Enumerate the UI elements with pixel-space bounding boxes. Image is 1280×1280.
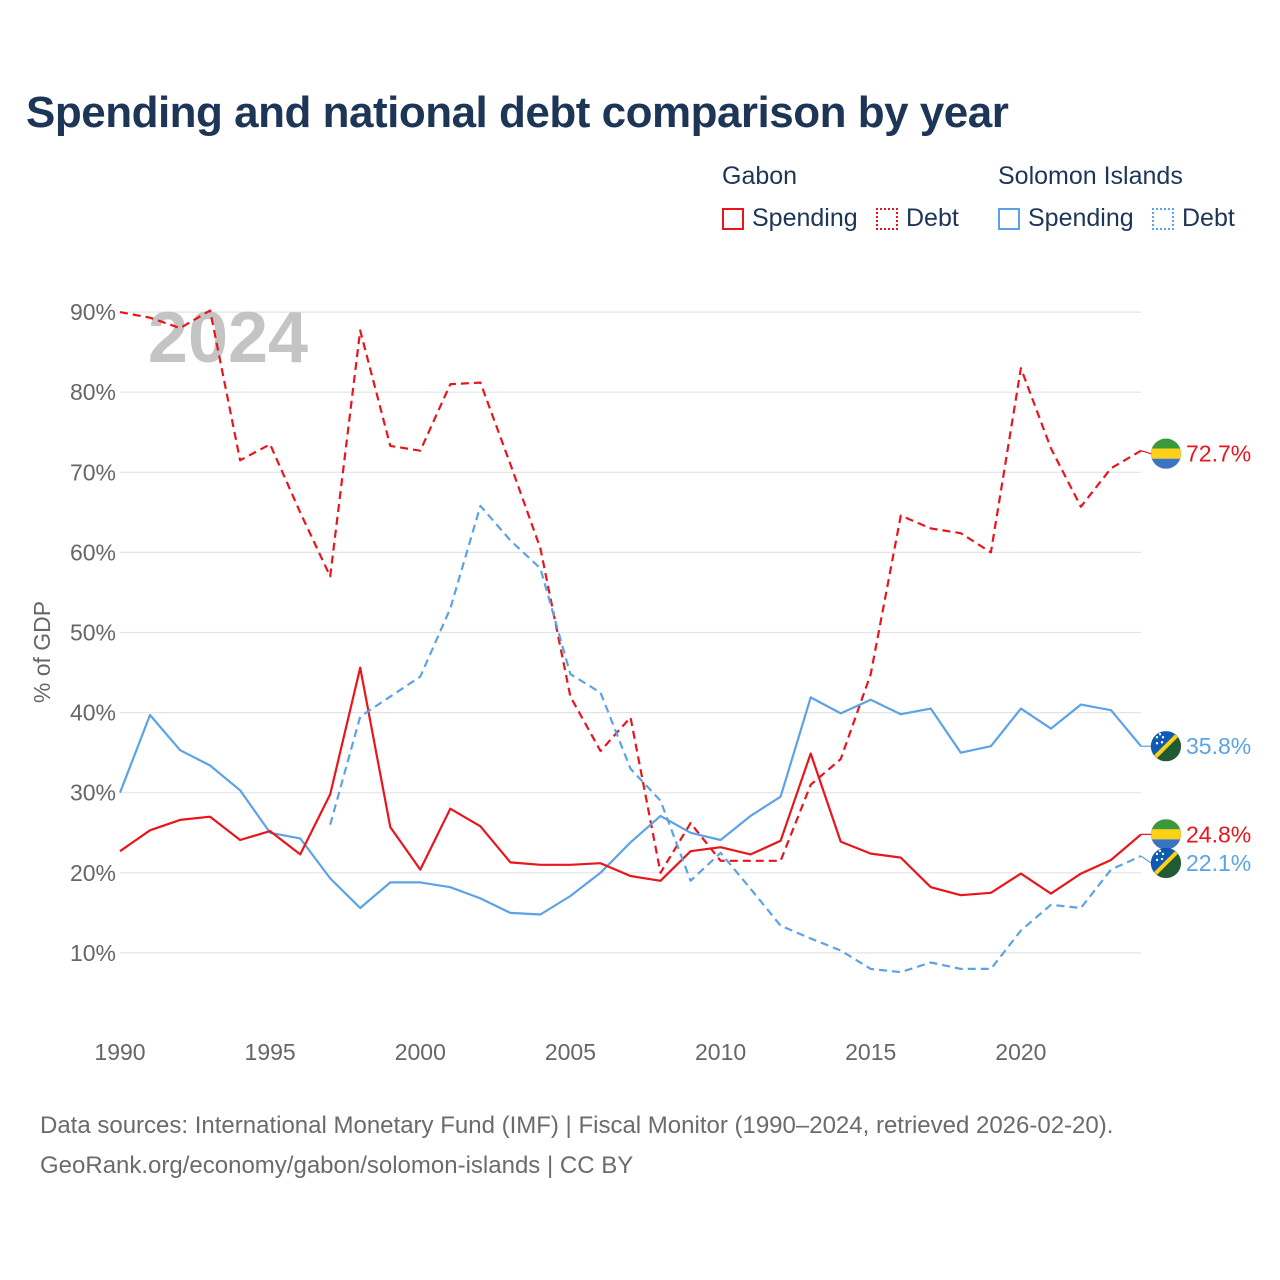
- y-tick-label: 90%: [70, 299, 116, 325]
- y-tick-label: 10%: [70, 940, 116, 966]
- x-tick-label: 2005: [545, 1039, 596, 1065]
- legend-solomon-spending[interactable]: Spending: [998, 204, 1134, 233]
- x-tick-label: 2000: [395, 1039, 446, 1065]
- y-tick-label: 50%: [70, 620, 116, 646]
- series-line-gabon-spending[interactable]: [119, 666, 1142, 897]
- y-tick-label: 20%: [70, 860, 116, 886]
- solomon-islands-flag-icon: [1150, 847, 1182, 879]
- legend-swatch-solid: [722, 207, 744, 230]
- x-axis: 1990 1995 2000 2005 2010 2015 2020: [94, 1039, 1046, 1065]
- gabon-flag-icon: [1150, 438, 1182, 470]
- end-value-label: 72.7%: [1186, 441, 1251, 467]
- solomon-islands-flag-icon: [1150, 730, 1182, 762]
- y-tick-label: 70%: [70, 459, 116, 485]
- end-value-label: 22.1%: [1186, 850, 1251, 876]
- legend-label: Debt: [906, 204, 959, 232]
- end-value-label: 35.8%: [1186, 733, 1251, 759]
- legend-group-name: Gabon: [722, 162, 798, 190]
- y-axis-label: % of GDP: [29, 601, 55, 703]
- legend-gabon-spending[interactable]: Spending: [722, 204, 858, 233]
- y-tick-label: 30%: [70, 780, 116, 806]
- x-tick-label: 2015: [845, 1039, 896, 1065]
- y-tick-label: 80%: [70, 379, 116, 405]
- series-line-solomon-islands-spending[interactable]: [118, 696, 1142, 916]
- x-tick-label: 2010: [695, 1039, 746, 1065]
- end-connector: [1140, 450, 1152, 455]
- legend-label: Debt: [1182, 204, 1235, 232]
- series: [118, 309, 1142, 974]
- y-tick-label: 40%: [70, 700, 116, 726]
- year-watermark: 2024: [148, 298, 308, 378]
- legend-swatch-dotted: [876, 207, 898, 230]
- x-tick-label: 2020: [995, 1039, 1046, 1065]
- y-axis: 10% 20% 30% 40% 50% 60% 70% 80% 90%: [70, 299, 116, 966]
- legend-solomon-islands: Solomon Islands Spending Debt: [998, 162, 1268, 242]
- legend-label: Spending: [752, 204, 858, 232]
- grid-lines: [120, 311, 1141, 954]
- chart-title: Spending and national debt comparison by…: [26, 88, 1009, 137]
- end-value-label: 24.8%: [1186, 821, 1251, 847]
- series-line-gabon-debt[interactable]: [119, 309, 1142, 874]
- source-note: Data sources: International Monetary Fun…: [40, 1106, 1113, 1186]
- series-line-solomon-islands-debt[interactable]: [329, 504, 1142, 974]
- gabon-flag-icon: [1150, 818, 1182, 850]
- legend-label: Spending: [1028, 204, 1134, 232]
- x-tick-label: 1995: [245, 1039, 296, 1065]
- legend-gabon: Gabon Spending Debt: [722, 162, 982, 242]
- legend-solomon-debt[interactable]: Debt: [1152, 204, 1235, 233]
- y-tick-label: 60%: [70, 539, 116, 565]
- x-tick-label: 1990: [94, 1039, 145, 1065]
- end-connector: [1140, 855, 1152, 864]
- source-line-1: Data sources: International Monetary Fun…: [40, 1112, 1114, 1139]
- legend-gabon-debt[interactable]: Debt: [876, 204, 959, 233]
- end-labels: 72.7% 35.8% 24.8% 22.1%: [1140, 438, 1251, 879]
- source-line-2[interactable]: GeoRank.org/economy/gabon/solomon-island…: [40, 1152, 634, 1179]
- legend-swatch-dotted: [1152, 207, 1174, 230]
- legend-swatch-solid: [998, 207, 1020, 230]
- legend-group-name: Solomon Islands: [998, 162, 1183, 190]
